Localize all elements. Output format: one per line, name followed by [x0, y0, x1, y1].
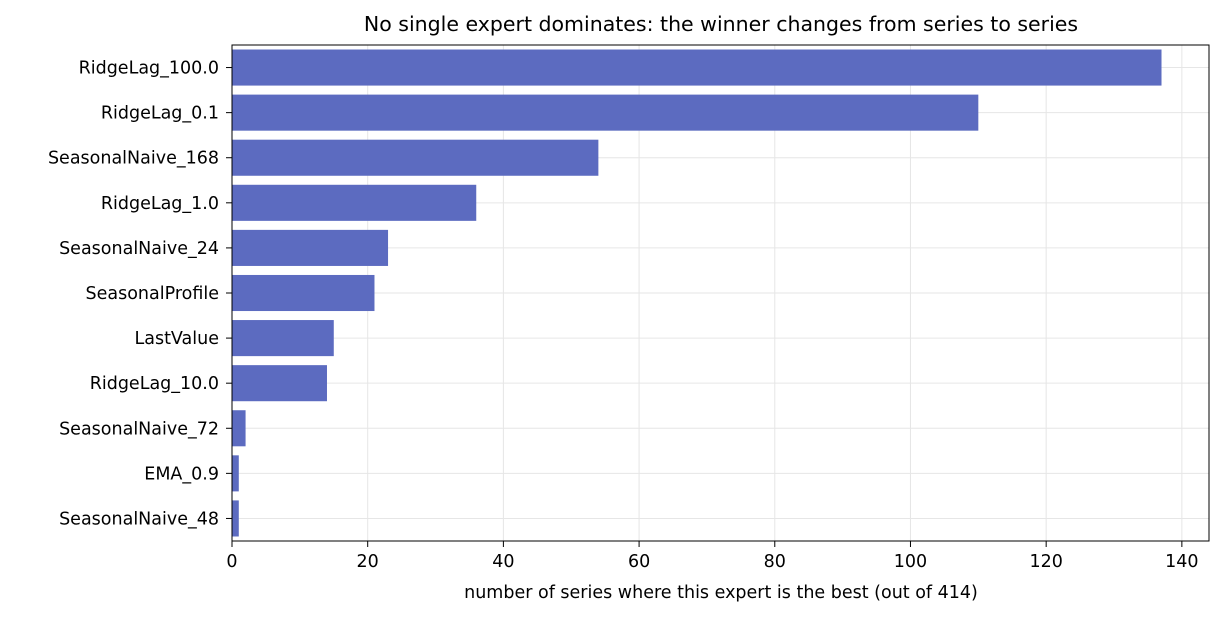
y-tick-label: LastValue [134, 329, 219, 349]
bar [232, 500, 239, 537]
chart-title: No single expert dominates: the winner c… [364, 12, 1078, 36]
bar [232, 274, 375, 312]
x-tick-label: 140 [1165, 552, 1198, 572]
bar [232, 410, 246, 447]
y-tick-label: SeasonalNaive_168 [48, 149, 219, 169]
x-tick-label: 60 [628, 552, 650, 572]
y-tick-label: SeasonalNaive_72 [59, 419, 219, 439]
bar [232, 49, 1162, 86]
x-tick-label: 20 [357, 552, 379, 572]
x-tick-label: 100 [894, 552, 927, 572]
bar [232, 365, 327, 402]
y-tick-label: SeasonalNaive_24 [59, 239, 219, 259]
x-tick-label: 0 [226, 552, 237, 572]
y-tick-label: RidgeLag_100.0 [79, 59, 219, 79]
axes [226, 44, 1210, 547]
bar [232, 320, 334, 357]
plot-frame [231, 44, 1210, 542]
tick-labels: 0 20 40 60 80 100 120 140 RidgeLag_100.0 RidgeLag… [48, 59, 1199, 572]
bar [232, 139, 599, 176]
y-tick-label: RidgeLag_0.1 [101, 104, 219, 124]
bars [232, 49, 1162, 537]
y-tick-label: SeasonalProfile [85, 284, 219, 304]
x-tick-label: 120 [1029, 552, 1062, 572]
bar [232, 455, 239, 492]
bar [232, 94, 979, 131]
y-tick-label: EMA_0.9 [144, 464, 219, 484]
x-tick-label: 80 [764, 552, 786, 572]
x-axis-label: number of series where this expert is th… [464, 583, 978, 603]
bar [232, 229, 389, 266]
x-tick-label: 40 [492, 552, 514, 572]
bar [232, 184, 477, 221]
y-tick-label: SeasonalNaive_48 [59, 509, 219, 529]
y-tick-label: RidgeLag_1.0 [101, 194, 219, 214]
y-tick-label: RidgeLag_10.0 [90, 374, 219, 394]
